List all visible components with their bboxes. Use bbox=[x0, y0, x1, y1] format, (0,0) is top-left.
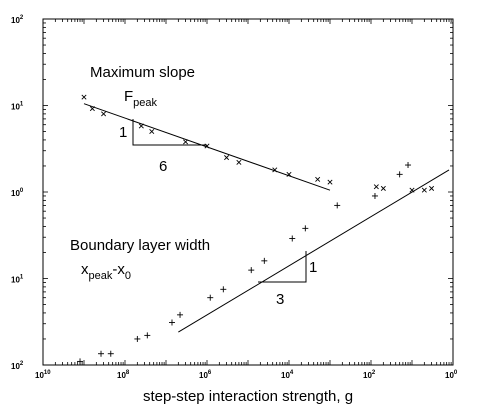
top-label: Fpeak bbox=[124, 88, 158, 109]
x-tick-label: 1010 bbox=[35, 370, 51, 380]
x-tick-label: 100 bbox=[445, 370, 458, 380]
top-label-main: F bbox=[124, 88, 133, 105]
tick-base: 10 bbox=[11, 16, 20, 25]
plus-marker bbox=[371, 192, 378, 199]
plus-marker bbox=[248, 267, 255, 274]
x-marker bbox=[286, 171, 292, 177]
x-marker bbox=[421, 187, 427, 193]
x-marker bbox=[101, 111, 107, 117]
tick-exponent: 1 bbox=[20, 102, 24, 108]
x-marker bbox=[138, 123, 144, 129]
tick-exponent: 2 bbox=[372, 370, 376, 376]
tick-base: 10 bbox=[199, 371, 208, 380]
fit-line bbox=[83, 103, 331, 191]
x-marker bbox=[224, 155, 230, 161]
plus-marker bbox=[396, 171, 403, 178]
bottom-slope-triangle bbox=[258, 251, 307, 283]
bottom-label-x: x bbox=[81, 261, 89, 278]
bottom-label-dash: -x bbox=[112, 261, 125, 278]
tick-exponent: 4 bbox=[290, 370, 294, 376]
tick-base: 10 bbox=[11, 362, 20, 371]
tick-base: 10 bbox=[363, 371, 372, 380]
plus-marker bbox=[334, 202, 341, 209]
top-triangle-run: 6 bbox=[159, 158, 167, 175]
plus-marker bbox=[289, 235, 296, 242]
x-marker bbox=[272, 167, 278, 173]
bottom-label: xpeak-x0 bbox=[81, 261, 131, 282]
bottom-label-sub2: 0 bbox=[125, 270, 131, 282]
plus-marker bbox=[177, 311, 184, 318]
tick-base: 10 bbox=[445, 371, 454, 380]
bottom-label-sub1: peak bbox=[89, 270, 113, 282]
plus-marker bbox=[144, 332, 151, 339]
x-tick-label: 102 bbox=[363, 370, 376, 380]
plus-marker bbox=[302, 225, 309, 232]
y-tick-label: 100 bbox=[11, 188, 24, 198]
plus-marker bbox=[77, 358, 84, 365]
plus-marker bbox=[405, 162, 412, 169]
x-marker bbox=[409, 187, 415, 193]
fit-line bbox=[178, 169, 450, 333]
plus-marker bbox=[98, 350, 105, 357]
x-marker bbox=[315, 176, 321, 182]
x-tick-label: 104 bbox=[281, 370, 294, 380]
x-marker bbox=[81, 94, 87, 100]
tick-exponent: 1 bbox=[20, 275, 24, 281]
plus-marker bbox=[207, 294, 214, 301]
plus-marker bbox=[261, 257, 268, 264]
tick-exponent: 10 bbox=[44, 370, 51, 376]
tick-base: 10 bbox=[11, 103, 20, 112]
plus-marker bbox=[220, 286, 227, 293]
x-marker bbox=[327, 179, 333, 185]
x-marker bbox=[380, 185, 386, 191]
x-marker bbox=[89, 106, 95, 112]
tick-exponent: 2 bbox=[20, 15, 24, 21]
x-marker bbox=[149, 129, 155, 135]
x-marker bbox=[183, 139, 189, 145]
bottom-title: Boundary layer width bbox=[70, 237, 210, 254]
x-marker bbox=[373, 184, 379, 190]
tick-exponent: 0 bbox=[20, 188, 24, 194]
top-label-sub: peak bbox=[133, 97, 157, 109]
x-marker bbox=[429, 185, 435, 191]
x-axis-label: step-step interaction strength, g bbox=[143, 388, 353, 405]
y-tick-label: 102 bbox=[11, 15, 24, 25]
x-tick-label: 108 bbox=[117, 370, 130, 380]
tick-exponent: 6 bbox=[208, 370, 212, 376]
tick-base: 10 bbox=[11, 189, 20, 198]
plus-marker bbox=[107, 350, 114, 357]
x-marker bbox=[236, 159, 242, 165]
bottom-triangle-rise: 1 bbox=[309, 259, 317, 276]
fit-lines bbox=[83, 103, 450, 333]
y-tick-label: 101 bbox=[11, 102, 24, 112]
tick-exponent: 2 bbox=[20, 361, 24, 367]
plus-marker bbox=[134, 335, 141, 342]
data-markers bbox=[77, 94, 435, 365]
bottom-triangle-run: 3 bbox=[276, 291, 284, 308]
top-slope-triangle bbox=[132, 119, 207, 146]
top-triangle-rise: 1 bbox=[119, 124, 127, 141]
tick-exponent: 0 bbox=[454, 370, 458, 376]
y-tick-label: 101 bbox=[11, 275, 24, 285]
tick-exponent: 8 bbox=[126, 370, 130, 376]
tick-base: 10 bbox=[35, 371, 44, 380]
tick-base: 10 bbox=[11, 276, 20, 285]
plus-marker bbox=[168, 319, 175, 326]
axis-ticks bbox=[42, 18, 454, 366]
tick-base: 10 bbox=[281, 371, 290, 380]
x-tick-label: 106 bbox=[199, 370, 212, 380]
top-title: Maximum slope bbox=[90, 64, 195, 81]
tick-base: 10 bbox=[117, 371, 126, 380]
y-tick-label: 102 bbox=[11, 361, 24, 371]
